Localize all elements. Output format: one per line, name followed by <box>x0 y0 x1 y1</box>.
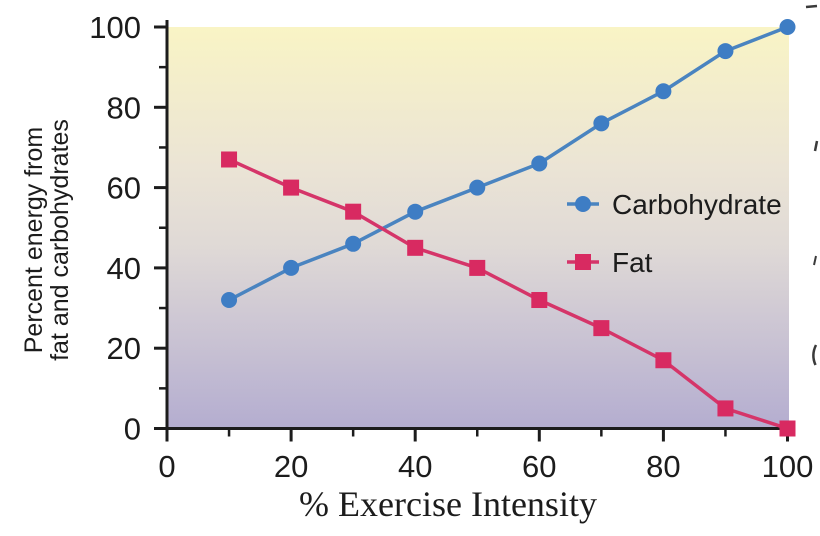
edge-artifact-paren <box>812 344 818 366</box>
legend-marker <box>575 196 591 212</box>
data-point-marker <box>655 83 672 100</box>
legend-item-fat: Fat <box>567 247 653 278</box>
data-point-marker <box>593 115 610 132</box>
legend-label: Carbohydrate <box>612 189 782 220</box>
legend-label: Fat <box>612 247 653 278</box>
edge-artifact-tick1 <box>813 140 819 152</box>
series-line <box>227 157 790 431</box>
data-point-marker <box>717 400 734 417</box>
data-point-marker <box>407 203 424 220</box>
data-point-marker <box>531 292 548 309</box>
y-tick-label: 20 <box>107 331 141 366</box>
series-group <box>221 19 796 437</box>
data-point-marker <box>531 155 548 172</box>
data-point-marker <box>469 259 486 276</box>
series-carbohydrate <box>221 19 796 309</box>
data-point-marker <box>283 179 300 196</box>
data-point-marker <box>283 259 300 276</box>
series-fat <box>221 151 796 437</box>
x-axis-title: % Exercise Intensity <box>299 484 597 524</box>
legend-item-carbohydrate: Carbohydrate <box>567 189 782 220</box>
edge-artifact-tick2 <box>813 255 817 266</box>
y-tick-label: 0 <box>124 412 141 447</box>
x-tick-label: 80 <box>646 449 680 484</box>
y-tick-label: 60 <box>107 171 141 206</box>
data-point-marker <box>593 320 610 337</box>
data-point-marker <box>221 151 238 168</box>
legend: Carbohydrate Fat <box>567 189 782 278</box>
x-tick-label: 20 <box>274 449 308 484</box>
data-point-marker <box>779 19 796 35</box>
series-line <box>227 25 790 302</box>
y-axis-title-line2: fat and carbohydrates <box>46 119 74 361</box>
x-tick-label: 60 <box>522 449 556 484</box>
data-point-marker <box>469 179 486 196</box>
data-point-marker <box>717 43 734 60</box>
data-point-marker <box>407 239 424 256</box>
edge-artifacts <box>805 4 819 366</box>
y-tick-label: 80 <box>107 90 141 125</box>
data-point-marker <box>655 352 672 369</box>
data-point-marker <box>345 235 362 252</box>
legend-marker <box>575 254 591 270</box>
x-tick-label: 40 <box>398 449 432 484</box>
y-axis-title-line1: Percent energy from <box>20 127 48 354</box>
y-tick-label: 40 <box>107 251 141 286</box>
data-point-marker <box>221 292 238 309</box>
data-point-marker <box>779 420 796 437</box>
y-axis: 0 20 40 60 80 100 <box>89 10 169 447</box>
edge-artifact-dash <box>805 4 818 9</box>
x-tick-label: 100 <box>762 449 814 484</box>
x-axis: 0 20 40 60 80 100 <box>156 427 814 484</box>
y-tick-label: 100 <box>89 10 141 45</box>
data-point-marker <box>345 203 362 220</box>
x-tick-label: 0 <box>158 449 175 484</box>
plot-background <box>167 27 789 429</box>
